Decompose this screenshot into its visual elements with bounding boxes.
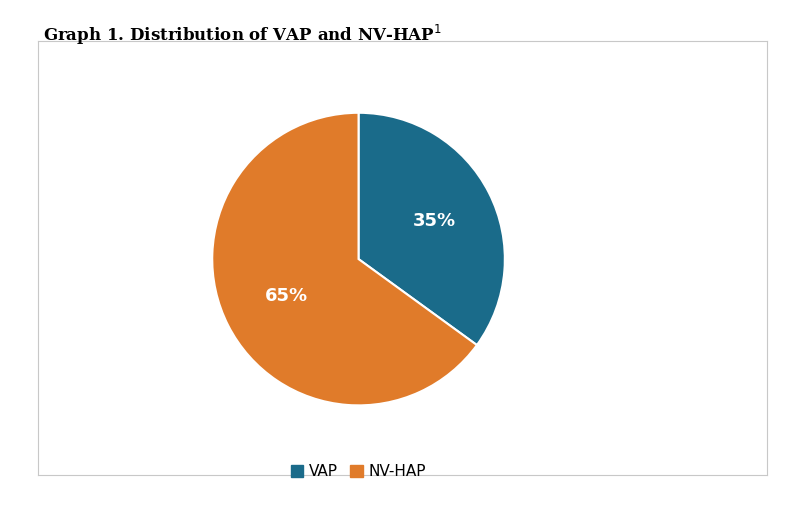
Wedge shape xyxy=(359,113,505,345)
Wedge shape xyxy=(212,113,477,405)
Legend: VAP, NV-HAP: VAP, NV-HAP xyxy=(284,458,433,486)
Text: 65%: 65% xyxy=(266,287,308,305)
Text: Graph 1. Distribution of VAP and NV-HAP$^{1}$: Graph 1. Distribution of VAP and NV-HAP$… xyxy=(43,23,442,47)
Text: 35%: 35% xyxy=(413,211,455,230)
